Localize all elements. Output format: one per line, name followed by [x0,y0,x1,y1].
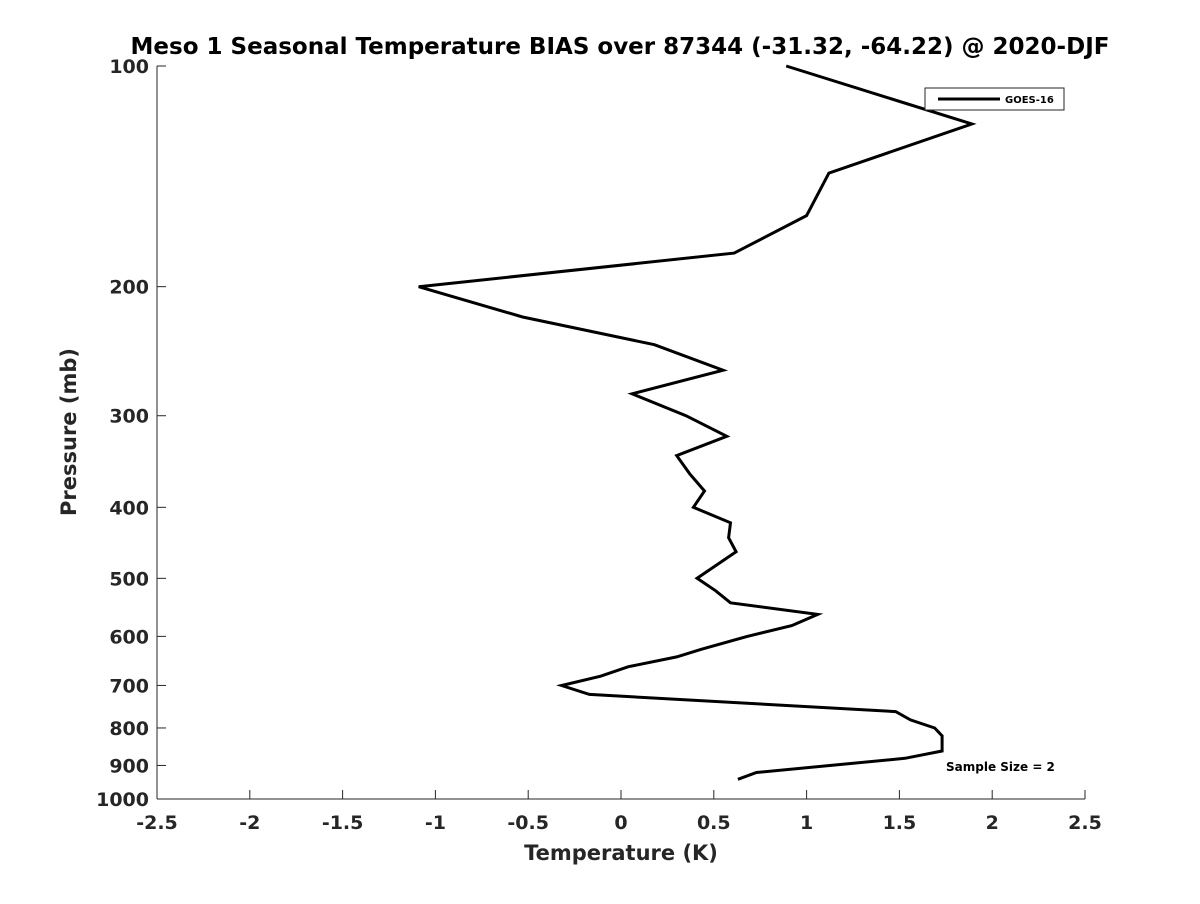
y-tick-label: 400 [109,497,149,519]
y-tick-label: 700 [109,675,149,697]
y-axis-label: Pressure (mb) [57,348,81,516]
x-tick-label: -1.5 [322,812,364,834]
y-tick-label: 100 [109,56,149,78]
legend: GOES-16 [924,87,1065,111]
x-tick-label: 1 [800,812,813,834]
x-tick-label: 1.5 [883,812,917,834]
x-tick-label: -0.5 [507,812,549,834]
x-tick-label: 2.5 [1068,812,1102,834]
y-tick-label: 600 [109,626,149,648]
x-tick-label: -1 [425,812,446,834]
y-tick-label: 300 [109,406,149,428]
y-tick-label: 1000 [96,789,149,811]
y-tick-label: 200 [109,277,149,299]
series-layer [418,64,977,781]
x-tick-label: 0.5 [697,812,731,834]
sample-size-annotation: Sample Size = 2 [946,760,1055,774]
series-line-goes-16 [418,64,977,781]
y-tick-label: 900 [109,755,149,777]
y-tick-label: 500 [109,568,149,590]
x-tick-label: 2 [986,812,999,834]
x-axis-label: Temperature (K) [524,841,718,865]
y-tick-label: 800 [109,718,149,740]
x-tick-label: -2.5 [136,812,178,834]
chart-title: Meso 1 Seasonal Temperature BIAS over 87… [131,34,1110,60]
legend-entry-goes-16: GOES-16 [1005,95,1054,106]
axes: -2.5 -2 -1.5 -1 -0.5 0 0.5 1 1.5 2 2.5 100 200 300 400… [96,56,1102,834]
x-tick-label: -2 [239,812,260,834]
x-tick-label: 0 [614,812,627,834]
